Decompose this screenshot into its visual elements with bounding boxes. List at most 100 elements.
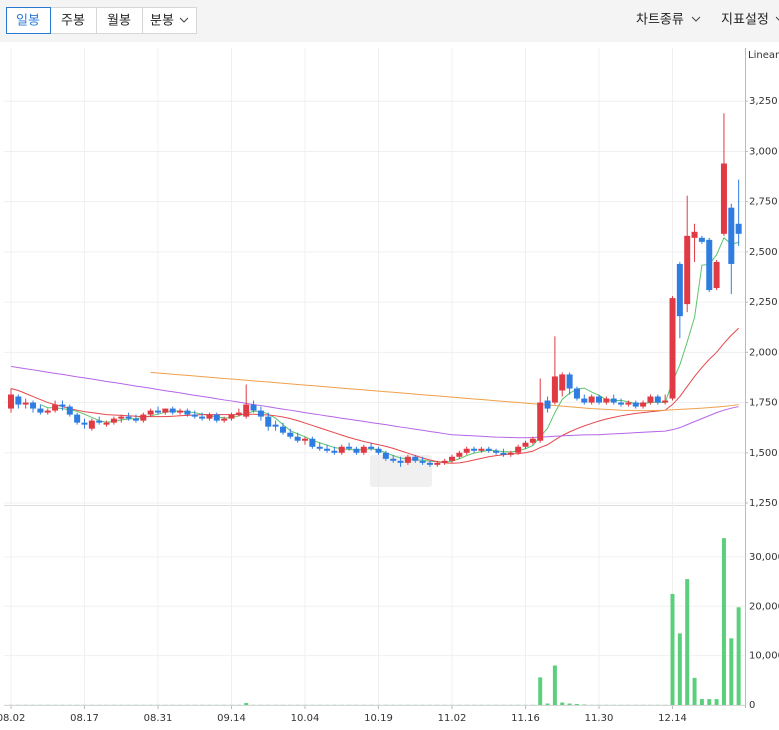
candle-body: [566, 374, 573, 389]
candle-body: [309, 438, 316, 447]
volume-bar: [552, 665, 557, 705]
volume-tick-label: 10,000,000: [749, 651, 779, 662]
volume-bar: [545, 703, 550, 705]
candle-body: [353, 448, 360, 453]
candle-body: [647, 396, 654, 403]
candle-body: [110, 418, 117, 423]
volume-tick-label: 30,000,000: [749, 552, 779, 563]
candle-body: [302, 438, 308, 441]
candle-body: [118, 416, 125, 419]
tab-selected-box: [6, 7, 51, 34]
candle-body: [8, 394, 14, 409]
y-tick-label: 2,750: [749, 197, 778, 208]
tab[interactable]: 월봉: [107, 14, 131, 29]
y-tick-label: 1,500: [749, 448, 778, 459]
tab[interactable]: 분봉: [150, 14, 174, 29]
moving-average: [150, 371, 739, 412]
candle-body: [177, 410, 184, 413]
candle-body: [375, 448, 382, 453]
volume-bar: [729, 638, 734, 705]
candle-body: [235, 412, 242, 415]
candle-body: [228, 414, 235, 419]
x-tick-label: 08.02: [0, 713, 25, 724]
x-tick-label: 08.17: [70, 713, 99, 724]
volume-bar: [692, 677, 697, 705]
moving-average: [10, 327, 739, 464]
candle-body: [206, 414, 213, 419]
candle-body: [66, 406, 73, 415]
candle-body: [88, 420, 95, 429]
x-tick-label: 11.16: [511, 713, 540, 724]
chevron: [179, 17, 189, 23]
candle-body: [140, 414, 147, 421]
candle-body: [368, 446, 375, 449]
x-tick-label: 11.30: [585, 713, 614, 724]
candle-body: [618, 402, 625, 405]
y-tick-label: 2,500: [749, 247, 778, 258]
candle-body: [720, 163, 727, 234]
candle-body: [603, 398, 610, 403]
volume-bar: [714, 699, 719, 705]
candle-body: [559, 374, 566, 391]
candle-body: [221, 418, 228, 421]
x-tick-label: 12.14: [658, 713, 687, 724]
y-tick-label: 3,250: [749, 96, 778, 107]
volume-bar: [707, 699, 712, 705]
candle-body: [698, 237, 705, 242]
candle-body: [713, 261, 720, 289]
y-tick-label: 2,250: [749, 297, 778, 308]
candle-body: [588, 396, 595, 403]
candle-body: [103, 422, 110, 425]
y-tick-label: 1,750: [749, 398, 778, 409]
overlay-box: [370, 455, 432, 487]
candle-body: [529, 438, 536, 443]
menu[interactable]: 지표설정: [721, 13, 769, 28]
candle-body: [449, 456, 455, 461]
candle-body: [551, 376, 558, 403]
candle-body: [147, 410, 154, 415]
candle-body: [610, 398, 617, 403]
candle-body: [544, 400, 551, 409]
tab[interactable]: 주봉: [61, 14, 85, 29]
candle-body: [632, 402, 639, 407]
candle-body: [294, 436, 301, 441]
candle-body: [15, 396, 22, 405]
candle-body: [500, 452, 507, 455]
candle-body: [706, 239, 713, 291]
y-tick-label: 1,250: [749, 498, 778, 509]
volume-bar: [677, 633, 682, 705]
candle-body: [507, 452, 514, 455]
volume-bar: [567, 703, 572, 705]
x-tick-label: 10.04: [291, 713, 320, 724]
volume-bar: [538, 677, 543, 705]
menu[interactable]: 차트종류: [636, 13, 684, 28]
candle-body: [59, 404, 66, 407]
scale-label: Linear: [748, 50, 779, 61]
candle-body: [485, 448, 492, 451]
candle-body: [44, 410, 51, 413]
candle-body: [243, 404, 250, 417]
candle-body: [537, 402, 544, 441]
y-tick-label: 3,000: [749, 146, 778, 157]
candle-body: [573, 388, 580, 399]
candle-body: [162, 408, 169, 413]
candle-body: [596, 396, 602, 403]
candle-body: [213, 414, 220, 421]
tab[interactable]: 일봉: [16, 14, 40, 29]
candle-body: [640, 402, 647, 407]
x-tick-label: 11.02: [438, 713, 467, 724]
candle-body: [250, 404, 257, 411]
candle-body: [463, 448, 470, 453]
candle-body: [346, 446, 353, 449]
candle-body: [419, 460, 426, 463]
candle-body: [287, 432, 294, 437]
candle-body: [125, 416, 132, 419]
candle-body: [434, 462, 441, 465]
chevron: [691, 16, 701, 22]
volume-tick-label: 20,000,000: [749, 601, 779, 612]
candle-body: [684, 235, 691, 305]
candle-body: [412, 456, 419, 461]
candle-body: [382, 452, 389, 459]
candle-body: [191, 414, 198, 417]
